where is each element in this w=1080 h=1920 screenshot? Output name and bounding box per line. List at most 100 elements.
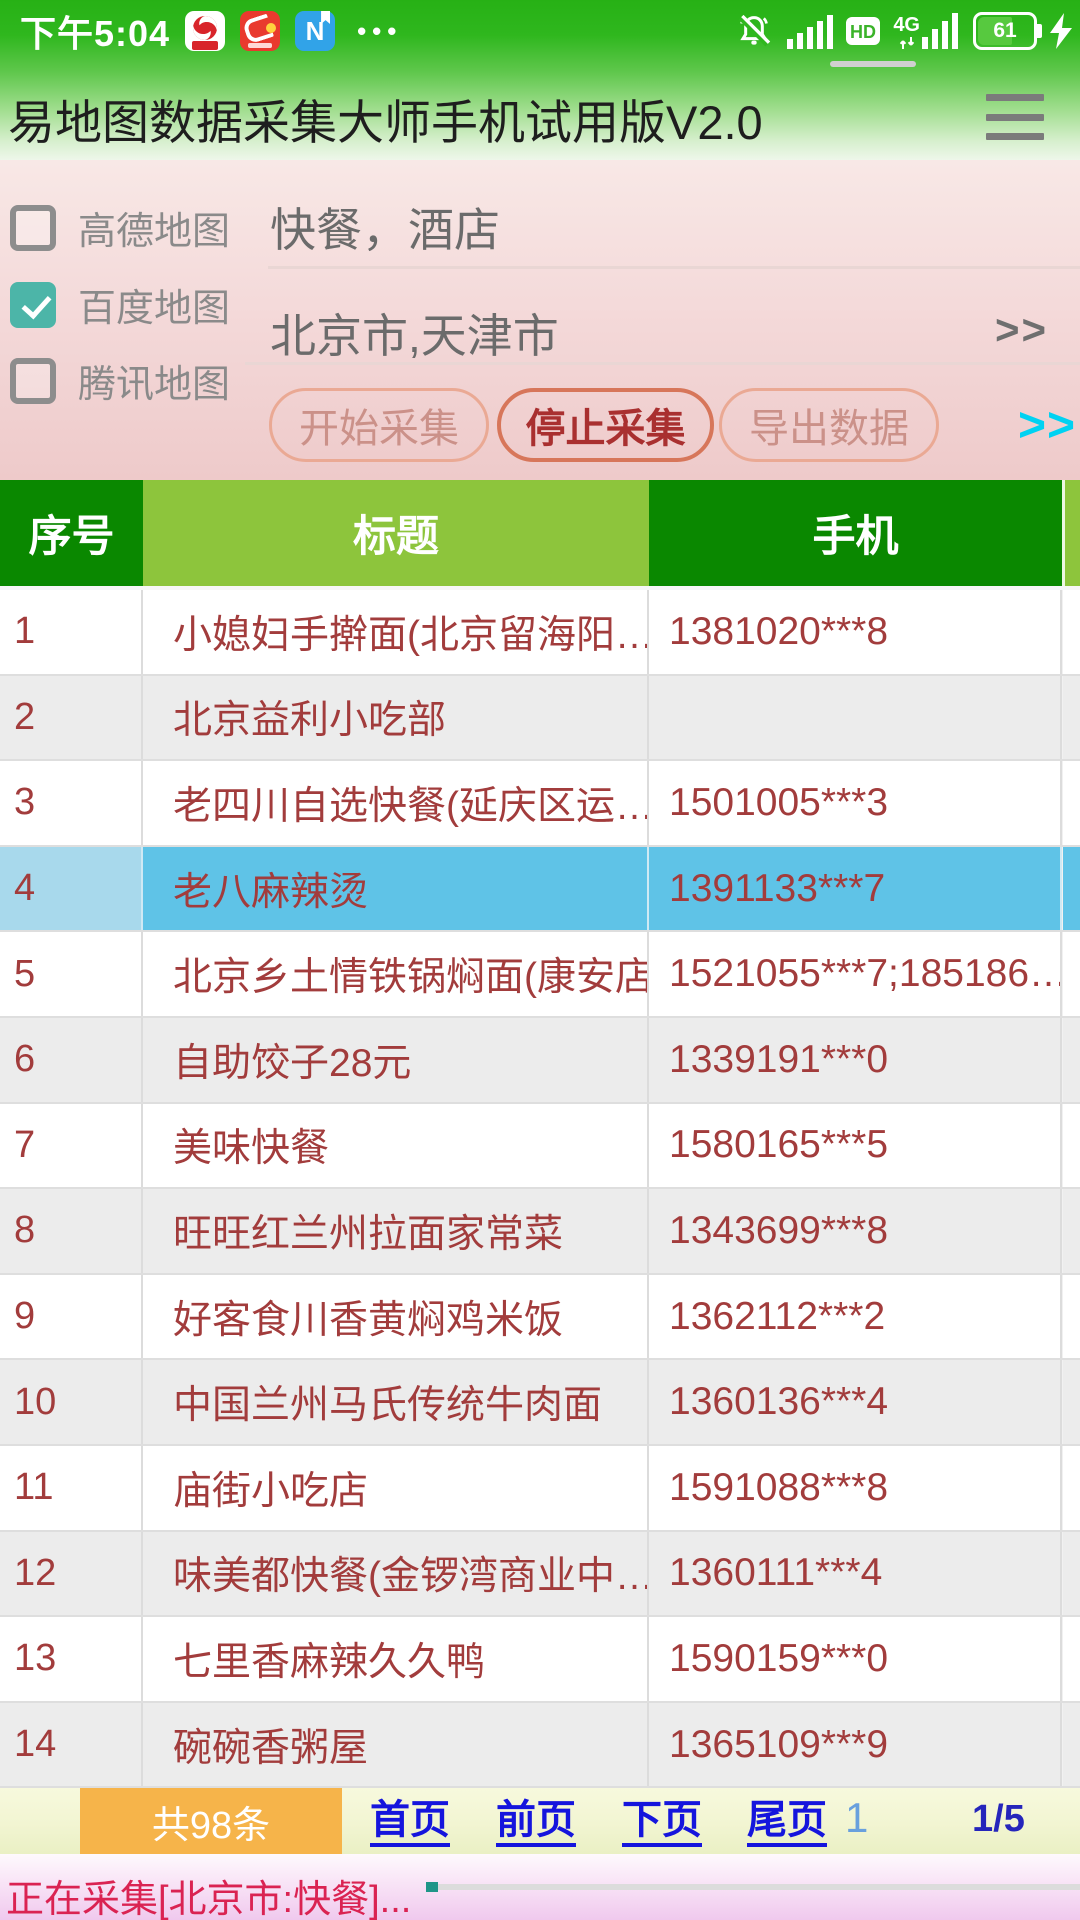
cell-title: 旺旺红兰州拉面家常菜 [143, 1189, 649, 1273]
charging-bolt-icon [1050, 13, 1072, 49]
column-header-extra-sliver [1062, 480, 1080, 586]
table-row[interactable]: 3 老四川自选快餐(延庆区运… 1501005***3 [0, 761, 1080, 847]
hd-icon: HD [846, 17, 881, 45]
next-page-link[interactable]: 下页 [622, 1798, 702, 1847]
table-row[interactable]: 2 北京益利小吃部 [0, 675, 1080, 762]
map-option-1[interactable]: 百度地图 [10, 277, 230, 332]
table-row[interactable]: 8 旺旺红兰州拉面家常菜 1343699***8 [0, 1189, 1080, 1275]
data-arrows-icon [899, 37, 914, 49]
cell-title: 七里香麻辣久久鸭 [143, 1617, 649, 1701]
menu-bar [986, 94, 1044, 101]
status-icons-right: HD 4G [734, 11, 1072, 51]
red-app-icon [240, 11, 281, 51]
battery-nub [1037, 24, 1042, 38]
cell-extra-sliver [1062, 590, 1080, 674]
cell-phone [649, 675, 1062, 760]
region-input[interactable]: 北京市,天津市 [270, 310, 559, 362]
map-option-label: 腾讯地图 [78, 364, 231, 406]
cell-serial: 5 [0, 932, 143, 1016]
map-option-0[interactable]: 高德地图 [10, 200, 230, 255]
coin-icon [266, 23, 277, 33]
cell-title: 中国兰州马氏传统牛肉面 [143, 1360, 649, 1444]
checkbox-icon[interactable] [10, 357, 56, 404]
table-row[interactable]: 6 自助饺子28元 1339191***0 [0, 1017, 1080, 1104]
cell-phone: 1391133***7 [649, 846, 1062, 931]
cell-phone: 1501005***3 [649, 761, 1062, 845]
phoenix-news-app-icon [185, 11, 226, 51]
status-footer: 正在采集[北京市:快餐]... [0, 1854, 1080, 1920]
table-header-row: 序号 标题 手机 [0, 480, 1080, 590]
progress-bar-track [438, 1884, 1080, 1890]
cell-serial: 11 [0, 1445, 143, 1530]
cell-phone: 1365109***9 [649, 1702, 1062, 1787]
table-row[interactable]: 9 好客食川香黄焖鸡米饭 1362112***2 [0, 1274, 1080, 1361]
table-row[interactable]: 5 北京乡土情铁锅焖面(康安店) 1521055***7;185186… [0, 932, 1080, 1018]
table-row[interactable]: 1 小媳妇手擀面(北京留海阳… 1381020***8 [0, 590, 1080, 676]
table-row[interactable]: 4 老八麻辣烫 1391133***7 [0, 846, 1080, 933]
column-header-serial: 序号 [0, 480, 143, 586]
page-number-input-underline [830, 61, 916, 67]
cell-phone: 1381020***8 [649, 590, 1062, 674]
menu-button[interactable] [986, 94, 1044, 140]
cell-phone: 1580165***5 [649, 1103, 1062, 1188]
signal-strength-icon-2 [922, 13, 958, 49]
table-row[interactable]: 13 七里香麻辣久久鸭 1590159***0 [0, 1617, 1080, 1703]
signal-strength-icon [787, 15, 834, 49]
region-input-underline [245, 362, 1080, 365]
cell-serial: 4 [0, 846, 143, 931]
table-row[interactable]: 12 味美都快餐(金锣湾商业中… 1360111***4 [0, 1531, 1080, 1618]
table-row[interactable]: 14 碗碗香粥屋 1365109***9 [0, 1702, 1080, 1789]
cell-title: 老四川自选快餐(延庆区运… [143, 761, 649, 845]
table-row[interactable]: 10 中国兰州马氏传统牛肉面 1360136***4 [0, 1360, 1080, 1446]
keyword-input-underline [268, 266, 1080, 269]
last-page-link[interactable]: 尾页 [747, 1798, 827, 1847]
mute-bell-icon [738, 14, 771, 47]
map-option-label: 百度地图 [78, 288, 231, 330]
cell-serial: 12 [0, 1531, 143, 1616]
region-expand-button[interactable]: >> [995, 306, 1049, 353]
cell-serial: 10 [0, 1360, 143, 1444]
cell-phone: 1591088***8 [649, 1445, 1062, 1530]
checkbox-icon[interactable] [10, 204, 56, 251]
table-row[interactable]: 11 庙街小吃店 1591088***8 [0, 1445, 1080, 1532]
cell-title: 美味快餐 [143, 1103, 649, 1188]
cell-extra-sliver [1062, 1274, 1080, 1359]
checkbox-icon[interactable] [10, 281, 56, 328]
start-collect-button[interactable]: 开始采集 [269, 388, 489, 462]
cell-title: 好客食川香黄焖鸡米饭 [143, 1274, 649, 1359]
cell-extra-sliver [1062, 932, 1080, 1016]
status-bar: 下午5:04 N ••• [0, 0, 1080, 62]
cell-title: 碗碗香粥屋 [143, 1702, 649, 1787]
bookmark-icon [321, 11, 331, 24]
table-row[interactable]: 7 美味快餐 1580165***5 [0, 1103, 1080, 1190]
cell-extra-sliver [1062, 1103, 1080, 1188]
page-title: 易地图数据采集大师手机试用版V2.0 [8, 96, 763, 149]
cell-extra-sliver [1062, 1617, 1080, 1701]
cell-serial: 13 [0, 1617, 143, 1701]
cell-serial: 14 [0, 1702, 143, 1787]
export-data-button[interactable]: 导出数据 [719, 388, 939, 462]
cell-phone: 1590159***0 [649, 1617, 1062, 1701]
cell-extra-sliver [1062, 1189, 1080, 1273]
prev-page-link[interactable]: 前页 [496, 1798, 576, 1847]
cell-extra-sliver [1062, 675, 1080, 760]
cell-extra-sliver [1062, 1017, 1080, 1102]
cell-serial: 2 [0, 675, 143, 760]
keyword-input[interactable]: 快餐，酒店 [270, 204, 500, 256]
stop-collect-button[interactable]: 停止采集 [497, 388, 714, 462]
network-type-label: 4G [893, 14, 920, 36]
cell-title: 小媳妇手擀面(北京留海阳… [143, 590, 649, 674]
cell-title: 北京益利小吃部 [143, 675, 649, 760]
cell-phone: 1362112***2 [649, 1274, 1062, 1359]
map-option-2[interactable]: 腾讯地图 [10, 353, 230, 408]
svg-text:HD: HD [850, 22, 876, 42]
column-header-title: 标题 [143, 480, 649, 586]
first-page-link[interactable]: 首页 [370, 1798, 450, 1847]
page-number-input[interactable]: 1 [845, 1794, 869, 1841]
more-notifications-dots: ••• [357, 15, 403, 46]
cell-extra-sliver [1062, 761, 1080, 845]
more-actions-button[interactable]: >> [1018, 399, 1077, 452]
cell-phone: 1339191***0 [649, 1017, 1062, 1102]
app-header: 下午5:04 N ••• [0, 0, 1080, 160]
cell-serial: 9 [0, 1274, 143, 1359]
